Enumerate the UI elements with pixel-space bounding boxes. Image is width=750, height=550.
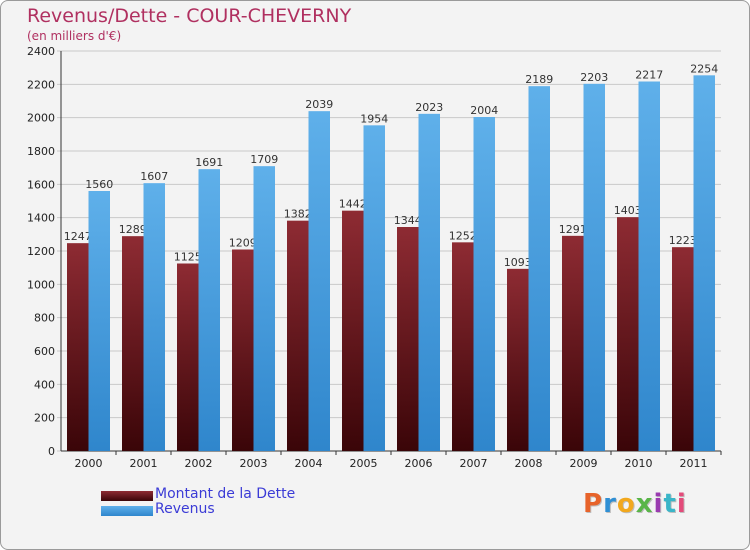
data-label-dette: 1442 <box>339 198 367 211</box>
bar-revenus <box>363 125 385 451</box>
y-tick-label: 600 <box>34 345 55 358</box>
y-tick-label: 200 <box>34 412 55 425</box>
bar-revenus <box>693 75 715 451</box>
data-label-dette: 1209 <box>229 237 257 250</box>
data-label-revenus: 2004 <box>470 104 498 117</box>
x-tick-label: 2005 <box>350 457 378 470</box>
x-tick-label: 2003 <box>240 457 268 470</box>
bar-revenus <box>583 83 605 451</box>
y-tick-label: 1600 <box>27 178 55 191</box>
x-tick-label: 2007 <box>460 457 488 470</box>
data-label-revenus: 2023 <box>415 101 443 114</box>
bar-revenus <box>308 111 330 452</box>
legend-swatch-revenus <box>101 506 153 516</box>
bar-dette <box>342 210 364 451</box>
x-tick-label: 2004 <box>295 457 323 470</box>
bar-dette <box>397 227 419 451</box>
y-tick-label: 0 <box>48 445 55 458</box>
bar-dette <box>67 243 89 451</box>
bar-revenus <box>88 191 110 451</box>
data-label-revenus: 2039 <box>305 98 333 111</box>
data-label-revenus: 1954 <box>360 112 388 125</box>
bar-revenus <box>418 113 440 451</box>
data-label-dette: 1247 <box>64 230 92 243</box>
y-tick-label: 800 <box>34 312 55 325</box>
bar-revenus <box>253 166 275 451</box>
data-label-dette: 1344 <box>394 214 422 227</box>
y-tick-label: 1000 <box>27 278 55 291</box>
logo-letter: o <box>616 489 636 519</box>
x-tick-label: 2009 <box>570 457 598 470</box>
data-label-dette: 1223 <box>669 234 697 247</box>
bar-dette <box>122 236 144 451</box>
bar-dette <box>617 217 639 451</box>
chart-title: Revenus/Dette - COUR-CHEVERNY <box>27 5 352 27</box>
logo-letter: t <box>663 489 677 519</box>
x-tick-label: 2008 <box>515 457 543 470</box>
legend-label-revenus: Revenus <box>155 501 215 517</box>
data-label-revenus: 1691 <box>195 156 223 169</box>
bar-dette <box>177 263 199 451</box>
data-label-revenus: 1709 <box>250 153 278 166</box>
data-label-revenus: 1560 <box>85 178 113 191</box>
bar-revenus <box>198 169 220 451</box>
data-label-dette: 1093 <box>504 256 532 269</box>
data-label-dette: 1252 <box>449 229 477 242</box>
data-label-revenus: 2189 <box>525 73 553 86</box>
bar-revenus <box>143 183 165 451</box>
y-tick-label: 2000 <box>27 112 55 125</box>
x-tick-label: 2006 <box>405 457 433 470</box>
logo-letter: i <box>676 489 687 519</box>
bar-dette <box>452 242 474 451</box>
data-label-dette: 1125 <box>174 251 202 264</box>
data-label-dette: 1289 <box>119 223 147 236</box>
y-tick-label: 1200 <box>27 245 55 258</box>
data-label-revenus: 1607 <box>140 170 168 183</box>
x-tick-label: 2010 <box>625 457 653 470</box>
y-tick-label: 1400 <box>27 212 55 225</box>
bar-dette <box>287 220 309 451</box>
x-tick-label: 2002 <box>185 457 213 470</box>
x-tick-label: 2000 <box>75 457 103 470</box>
x-tick-label: 2001 <box>130 457 158 470</box>
bar-dette <box>232 249 254 451</box>
bar-revenus <box>473 117 495 451</box>
data-label-dette: 1382 <box>284 208 312 221</box>
bar-dette <box>562 235 584 451</box>
logo-letter: x <box>635 489 654 519</box>
chart-subtitle: (en milliers d'€) <box>27 29 122 43</box>
logo-letter: i <box>653 489 664 519</box>
bar-revenus <box>638 81 660 451</box>
y-tick-label: 2400 <box>27 45 55 58</box>
logo-letter: P <box>583 489 604 519</box>
bar-revenus <box>528 86 550 452</box>
data-label-dette: 1291 <box>559 223 587 236</box>
logo-letter: r <box>603 489 617 519</box>
proxiti-logo: Proxiti <box>583 489 687 519</box>
bar-dette <box>672 247 694 451</box>
bar-dette <box>507 268 529 451</box>
data-label-revenus: 2254 <box>690 62 718 75</box>
x-tick-label: 2011 <box>680 457 708 470</box>
data-label-revenus: 2217 <box>635 69 663 82</box>
legend-label-dette: Montant de la Dette <box>155 486 296 502</box>
data-label-revenus: 2203 <box>580 71 608 84</box>
data-label-dette: 1403 <box>614 204 642 217</box>
y-tick-label: 1800 <box>27 145 55 158</box>
legend-swatch-dette <box>101 491 153 501</box>
y-tick-label: 400 <box>34 378 55 391</box>
y-tick-label: 2200 <box>27 78 55 91</box>
